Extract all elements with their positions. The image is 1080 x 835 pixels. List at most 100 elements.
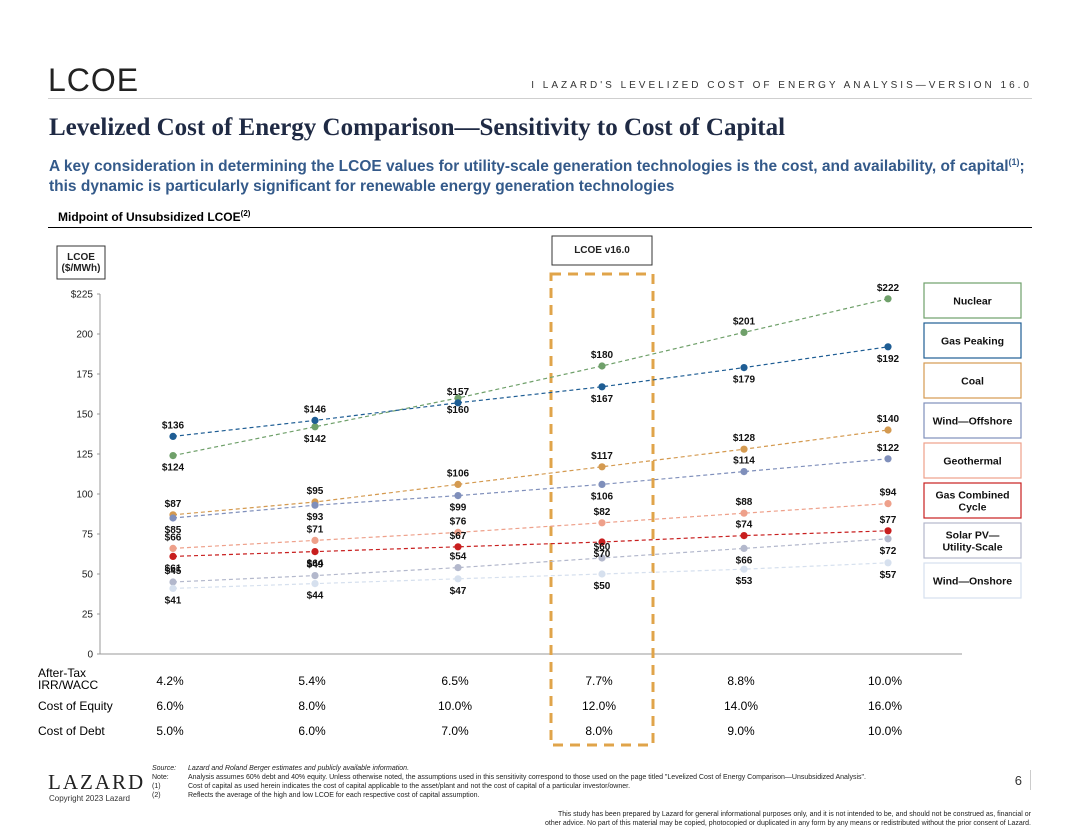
y-tick-label: 50 (82, 570, 94, 581)
y-tick-label: 0 (87, 650, 93, 661)
data-labels: $124 $142 $160 $180 $201 $222 $136 $146 $157 $167… (162, 283, 900, 607)
data-label: $160 (447, 405, 470, 416)
table-cell: 5.4% (298, 674, 326, 688)
series-point (598, 519, 606, 527)
series-point (598, 570, 606, 578)
series-point (740, 364, 748, 372)
chart-frame: LCOE($/MWh) $225 200 175 150 125 100 75 50 25 0 LCO… (56, 235, 962, 747)
series-point (169, 452, 177, 460)
legend-label: Gas Combined (935, 490, 1009, 502)
table-cell: 5.0% (156, 724, 184, 738)
page-title: Levelized Cost of Energy Comparison—Sens… (49, 114, 786, 141)
data-label: $57 (880, 570, 897, 581)
series-point (311, 423, 319, 431)
highlight-label: LCOE v16.0 (574, 245, 630, 256)
series-point (884, 535, 892, 543)
table-cell: 10.0% (438, 699, 472, 713)
legend-label: Nuclear (953, 296, 992, 308)
series-line (172, 429, 889, 516)
table-row-label: After-Tax (38, 666, 86, 680)
lazard-logo: LAZARD (48, 770, 146, 794)
footnote-key: Source: (152, 765, 177, 772)
series-point (311, 580, 319, 588)
series-point (311, 416, 319, 424)
series-point (598, 463, 606, 471)
data-label: $95 (307, 486, 324, 497)
footnote-key: Note: (152, 774, 169, 781)
data-label: $99 (450, 503, 467, 514)
data-label: $60 (594, 542, 611, 553)
table-row-label: Cost of Debt (38, 724, 105, 738)
series-point (598, 480, 606, 488)
data-label: $180 (591, 350, 614, 361)
table-cell: 8.8% (727, 674, 755, 688)
ylabel-line: ($/MWh) (62, 263, 101, 274)
y-tick-label: 100 (76, 490, 93, 501)
series-point (740, 509, 748, 517)
series-point (884, 500, 892, 508)
table-cell: 6.0% (298, 724, 326, 738)
data-label: $70 (594, 549, 611, 560)
table-cell: 10.0% (868, 724, 902, 738)
data-label: $114 (733, 456, 755, 467)
series-point (311, 548, 319, 556)
series-point (169, 514, 177, 522)
data-label: $222 (877, 283, 900, 294)
data-label: $67 (450, 531, 467, 542)
series-points (169, 295, 892, 593)
table-cell: 6.5% (441, 674, 469, 688)
legend-box (923, 562, 1022, 599)
highlight-label-box (551, 235, 653, 266)
data-label: $54 (450, 552, 467, 563)
series-point (169, 432, 177, 440)
series-line (172, 562, 889, 589)
series-point (598, 362, 606, 370)
series-point (740, 532, 748, 540)
legend-box (923, 402, 1022, 439)
header-divider (48, 98, 1032, 99)
table-cell: 7.0% (441, 724, 469, 738)
section-footnote-mark: (2) (240, 209, 251, 218)
series-point (454, 492, 462, 500)
series-point (311, 572, 319, 580)
table-cell: 6.0% (156, 699, 184, 713)
y-tick-label: $225 (71, 290, 94, 301)
data-label: $49 (307, 560, 324, 571)
series-point (884, 426, 892, 434)
data-label: $88 (736, 497, 753, 508)
series-point (169, 578, 177, 586)
data-label: $122 (877, 443, 900, 454)
table-cell: 7.7% (585, 674, 613, 688)
series-point (454, 543, 462, 551)
data-label: $76 (450, 516, 467, 527)
data-label: $192 (877, 354, 900, 365)
legend-label: Wind—Onshore (933, 576, 1012, 588)
legend-label: Cycle (958, 502, 986, 514)
data-label: $85 (165, 525, 182, 536)
series-point (311, 536, 319, 545)
ylabel-box (56, 245, 106, 280)
data-label: $87 (165, 499, 182, 510)
subtitle-text-1: A key consideration in determining the L… (49, 158, 1009, 176)
footnote-text: Cost of capital as used herein indicates… (188, 783, 631, 790)
series-point (454, 575, 462, 583)
series-point (169, 544, 177, 553)
footnote-text: Reflects the average of the high and low… (188, 792, 480, 799)
legend-label: Coal (961, 376, 984, 388)
series-point (884, 559, 892, 567)
series-point (740, 544, 748, 553)
data-label: $53 (736, 576, 753, 587)
data-label: $157 (447, 387, 470, 398)
series-point (740, 328, 748, 336)
section-divider (48, 227, 1032, 228)
data-label: $66 (165, 532, 182, 543)
data-label: $167 (591, 394, 614, 405)
data-label: $71 (307, 524, 324, 535)
y-tick-label: 150 (76, 410, 93, 421)
section-label: Midpoint of Unsubsidized LCOE(2) (58, 209, 250, 224)
series-point (884, 343, 892, 351)
series-point (884, 527, 892, 535)
disclaimer: This study has been prepared by Lazard f… (391, 810, 1031, 828)
data-label: $44 (307, 591, 324, 602)
